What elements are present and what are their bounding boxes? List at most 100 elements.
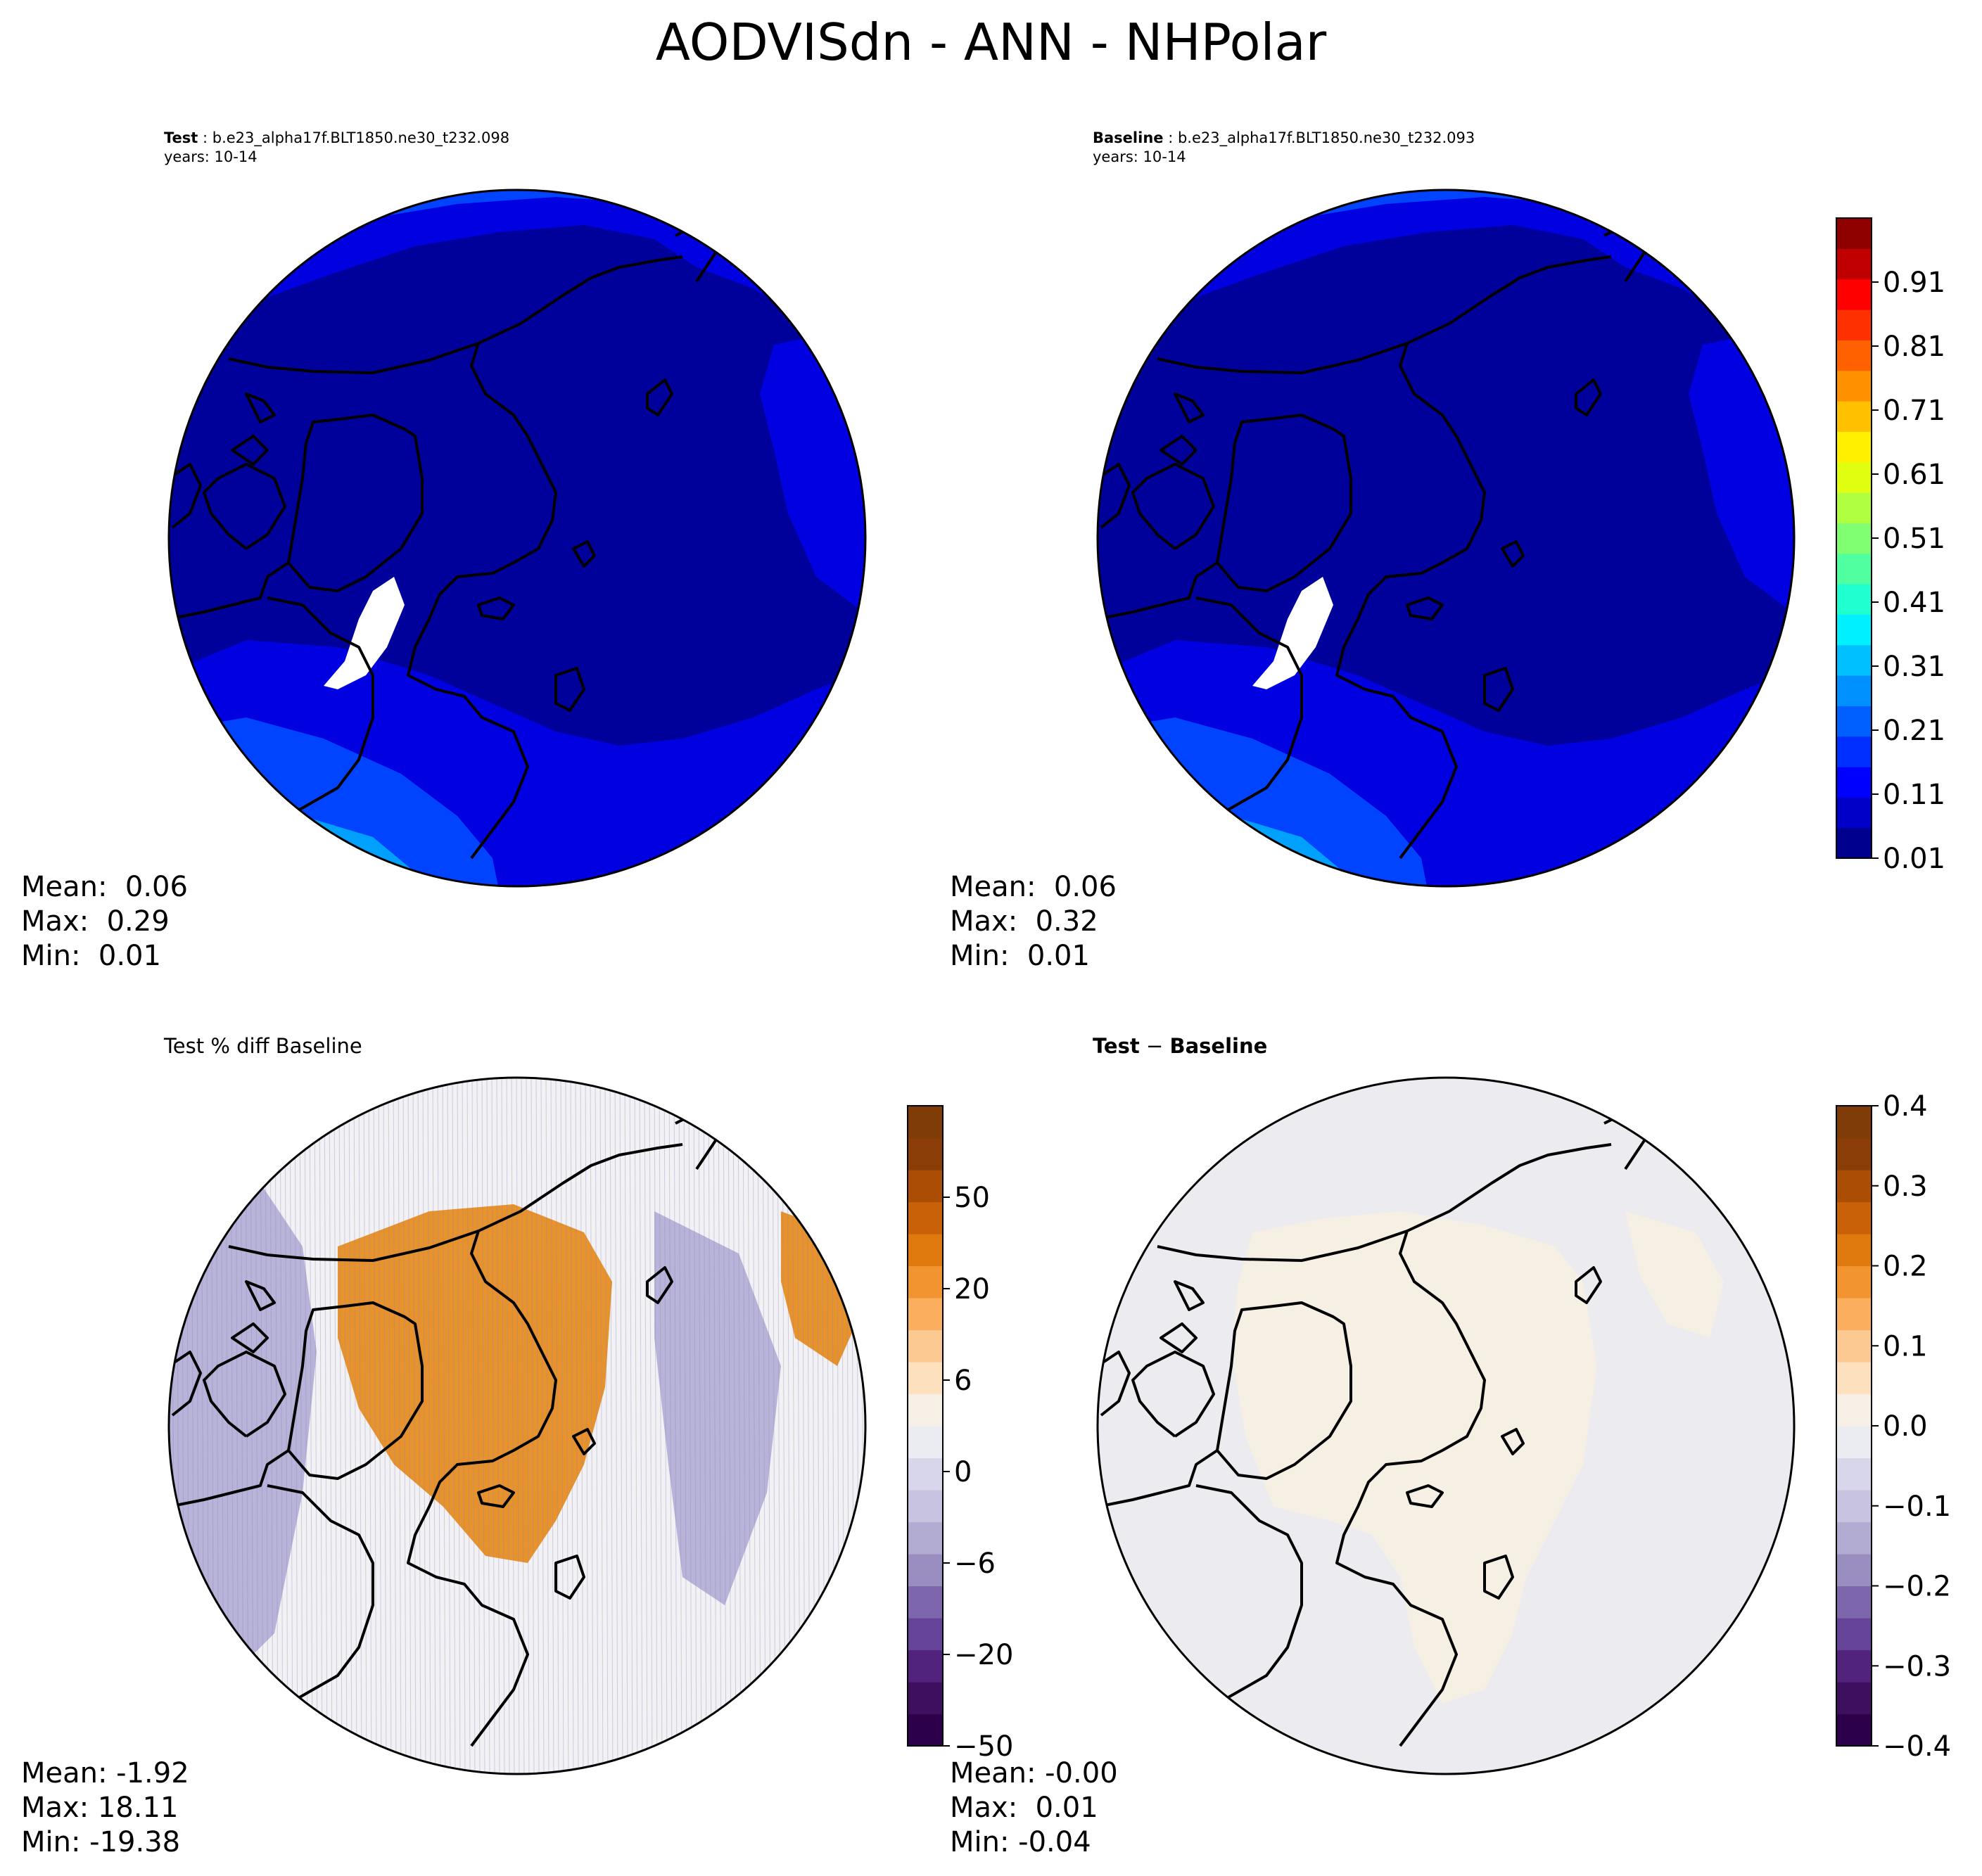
colorbar-segment <box>908 1298 943 1331</box>
contour-line <box>466 1078 471 1774</box>
contour-line <box>624 1078 628 1774</box>
contour-line <box>619 1078 623 1774</box>
colorbar-tick-label: 0.1 <box>1883 1330 1928 1363</box>
contour-line <box>698 1078 702 1774</box>
coastline <box>1157 1143 1612 1262</box>
diff-title-baseline: Baseline <box>1169 1034 1268 1058</box>
colorbar-frame <box>907 1105 944 1747</box>
contour-line <box>284 1078 288 1774</box>
coastline <box>572 1428 596 1455</box>
baseline-min: Min: 0.01 <box>950 940 1090 972</box>
contour-line <box>511 1078 515 1774</box>
coastline <box>1483 1555 1514 1600</box>
contour-line <box>279 1078 284 1774</box>
colorbar-tick-label: −0.2 <box>1883 1571 1951 1603</box>
colorbar-segment <box>1836 1618 1872 1651</box>
contour-line <box>447 1078 451 1774</box>
contour-line <box>162 1071 165 1781</box>
contour-line <box>338 1078 343 1774</box>
coastline <box>228 255 683 374</box>
coastline <box>1157 255 1612 374</box>
contour-line <box>476 1078 481 1774</box>
coastline <box>169 463 202 529</box>
contour-line <box>737 1078 742 1774</box>
coastline <box>1575 378 1602 416</box>
colorbar-segment <box>1836 827 1872 859</box>
colorbar-segment <box>1836 675 1872 706</box>
contour-line <box>496 1078 500 1774</box>
colorbar-segment <box>1836 584 1872 615</box>
contour-line <box>437 1078 441 1774</box>
coastline <box>780 213 818 248</box>
contour-line <box>407 1078 412 1774</box>
diff-min: Min: -0.04 <box>950 1826 1091 1858</box>
colorbar-segment <box>908 1554 943 1587</box>
contour-line <box>501 1078 505 1774</box>
colorbar-segment <box>1836 1137 1872 1170</box>
contour-line <box>457 1078 461 1774</box>
coastline <box>1708 1101 1746 1135</box>
colorbar-segment <box>1836 1298 1872 1331</box>
contour-line <box>319 1078 323 1774</box>
colorbar-segment <box>1836 401 1872 432</box>
coastline <box>477 596 515 620</box>
test-subtitle: Test : b.e23_alpha17f.BLT1850.ne30_t232.… <box>164 129 509 167</box>
colorbar-segment <box>1836 644 1872 676</box>
colorbar-segment <box>1836 1521 1872 1555</box>
contour-line <box>373 1078 377 1774</box>
colorbar-tick-label: 0.4 <box>1883 1090 1928 1123</box>
contour-line <box>363 1078 367 1774</box>
contour-line <box>683 1078 687 1774</box>
contour-line <box>329 1078 333 1774</box>
contour-line <box>274 1078 279 1774</box>
diff-positive-region <box>1231 1211 1597 1704</box>
pct-diff-stats: Mean: -1.92 Max: 18.11 Min: -19.38 <box>21 1756 189 1860</box>
test-mean: Mean: 0.06 <box>21 871 188 903</box>
test-case: : b.e23_alpha17f.BLT1850.ne30_t232.098 <box>198 129 510 146</box>
colorbar-segment <box>1836 310 1872 340</box>
coastline <box>1335 1230 1486 1747</box>
contour-line <box>585 1078 589 1774</box>
coastlines <box>169 1101 818 1747</box>
coastline <box>245 393 276 423</box>
coastline <box>1483 667 1514 712</box>
colorbar-segment <box>908 1234 943 1267</box>
contour-line <box>871 1071 874 1781</box>
colorbar-segment <box>908 1265 943 1298</box>
colorbar-tick-label: −20 <box>954 1639 1013 1671</box>
coastline <box>169 1351 290 1508</box>
contour-line <box>742 1078 747 1774</box>
colorbar-segment <box>1836 370 1872 402</box>
colorbar-segment <box>1836 553 1872 585</box>
colorbar-tick-label: 0.21 <box>1883 715 1945 747</box>
colorbar-tick-label: 0.61 <box>1883 459 1945 491</box>
colorbar-tick-label: 0.71 <box>1883 395 1945 427</box>
colorbar-segment <box>908 1585 943 1619</box>
coastline <box>266 596 374 838</box>
colorbar-tick-label: −0.3 <box>1883 1650 1951 1683</box>
coastline <box>1216 414 1352 592</box>
contour-line <box>299 1078 303 1774</box>
diff-title: Test − Baseline <box>1093 1034 1267 1058</box>
colorbar-tick-label: 0.81 <box>1883 331 1945 363</box>
coastline <box>1708 213 1746 248</box>
contour-line <box>378 1078 382 1774</box>
colorbar-segment <box>1836 1170 1872 1203</box>
coastline <box>407 343 557 860</box>
coastline <box>1195 596 1303 838</box>
colorbar-segment <box>1836 279 1872 310</box>
baseline-case: : b.e23_alpha17f.BLT1850.ne30_t232.093 <box>1163 129 1475 146</box>
colorbar-segment <box>1836 1106 1872 1139</box>
colorbar-segment <box>908 1106 943 1139</box>
contour-line <box>550 1078 554 1774</box>
baseline-mean: Mean: 0.06 <box>950 871 1117 903</box>
contour-line <box>866 1071 869 1781</box>
coastline <box>1195 1484 1303 1726</box>
contour-line <box>580 1078 584 1774</box>
colorbar-segment <box>1836 1362 1872 1395</box>
contour-line <box>614 1078 618 1774</box>
colorbar-segment <box>1836 1714 1872 1747</box>
colorbar-tick-label: 0.2 <box>1883 1251 1928 1283</box>
colorbar-segment <box>1836 767 1872 798</box>
figure-title: AODVISdn - ANN - NHPolar <box>655 13 1327 72</box>
